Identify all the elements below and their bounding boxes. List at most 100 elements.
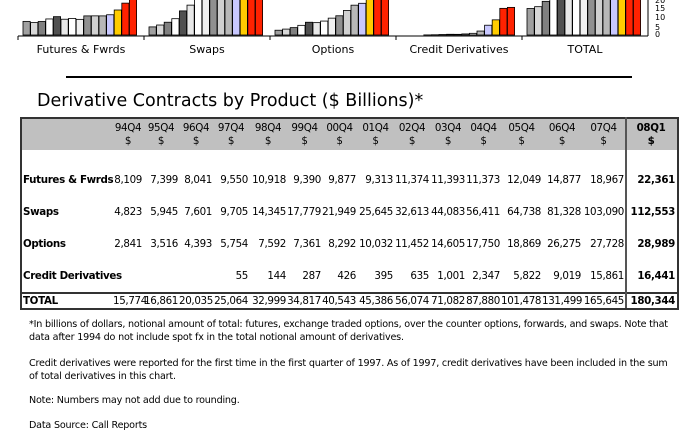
bar-swaps-03Q4	[216, 0, 225, 36]
bar-futures-fwrds-07Q4	[121, 2, 130, 36]
table-cell: 101,478	[501, 292, 542, 310]
bar-options-07Q4	[373, 0, 382, 36]
table-cell: 12,049	[507, 174, 541, 186]
column-unit: $	[647, 135, 655, 147]
table-cell: 15,774	[113, 292, 147, 310]
column-unit: $	[227, 135, 235, 147]
column-header-00Q4: 00Q4 $	[322, 118, 357, 150]
table-cell: 11,373	[466, 174, 500, 186]
column-period: 06Q4	[548, 122, 576, 134]
column-header-99Q4: 99Q4 $	[287, 118, 322, 150]
bar-options-02Q4	[335, 15, 344, 36]
column-header-97Q4: 97Q4 $	[213, 118, 249, 150]
bar-total-08Q1	[633, 0, 642, 36]
table-cell: 112,553	[625, 196, 678, 228]
row-label: Options	[23, 238, 66, 250]
table-cell: 7,592	[258, 238, 286, 250]
table-cell: 635	[410, 270, 429, 282]
column-header-01Q4: 01Q4 $	[357, 118, 394, 150]
table-cell: 14,877	[547, 174, 581, 186]
row-label: Futures & Fwrds	[23, 174, 114, 186]
table-cell: 55	[235, 270, 249, 282]
bar-total-96Q4	[541, 0, 550, 36]
table-cell: 20,035	[179, 292, 213, 310]
derivatives-bar-chart-fragment: Futures & Fwrds Swaps Options Credit Der…	[0, 0, 700, 62]
page-title: Derivative Contracts by Product ($ Billi…	[37, 91, 424, 111]
bar-options-04Q4	[350, 4, 359, 36]
table-cell: 11,393	[431, 174, 465, 186]
table-cell: 8,292	[328, 238, 356, 250]
bar-futures-fwrds-05Q4	[106, 14, 115, 36]
column-header-98Q4: 98Q4 $	[249, 118, 287, 150]
bar-options-98Q4	[304, 21, 313, 36]
table-cell: 2,841	[114, 238, 142, 250]
table-cell: 7,399	[150, 174, 178, 186]
bar-options-96Q4	[289, 27, 298, 36]
table-cell: 9,390	[293, 174, 321, 186]
footnote: *In billions of dollars, notional amount…	[29, 319, 668, 343]
bar-swaps-01Q4	[201, 0, 210, 36]
bar-futures-fwrds-97Q4	[45, 18, 54, 36]
table-cell: 11,374	[395, 174, 429, 186]
table-cell: 5,822	[513, 270, 541, 282]
column-header-04Q4: 04Q4 $	[466, 118, 501, 150]
y-tick-15: 15	[655, 4, 666, 13]
column-unit: $	[558, 135, 566, 147]
table-cell: 56,411	[466, 206, 500, 218]
credit-note: Credit derivatives were reported for the…	[29, 358, 668, 382]
table-cell: 144	[267, 270, 286, 282]
column-unit: $	[518, 135, 525, 147]
column-header-08Q1: 08Q1 $	[625, 118, 678, 150]
table-cell: 9,877	[328, 174, 356, 186]
bar-credit-derivatives-02Q4	[461, 33, 470, 36]
table-cell: 9,019	[553, 270, 581, 282]
table-cell: 64,738	[507, 206, 541, 218]
bar-total-04Q4	[602, 0, 611, 36]
y-tick-5: 5	[655, 23, 661, 32]
column-period: 08Q1	[636, 122, 666, 134]
column-unit: $	[408, 135, 416, 147]
table-cell: 28,989	[625, 228, 678, 260]
column-unit: $	[157, 135, 165, 147]
bar-total-97Q4	[549, 0, 558, 36]
table-cell: 426	[337, 270, 356, 282]
column-period: 97Q4	[217, 122, 245, 134]
bar-swaps-96Q4	[163, 21, 172, 36]
group-label-total: TOTAL	[567, 43, 603, 56]
table-row: Options 2,841 3,516 4,393 5,754 7,592 7,361 8,2…	[21, 228, 678, 260]
column-period: 95Q4	[147, 122, 175, 134]
rounding-note: Note: Numbers may not add due to roundin…	[29, 395, 240, 406]
table-cell: 9,705	[220, 206, 248, 218]
table-cell: 21,949	[322, 206, 356, 218]
table-cell: 17,779	[287, 206, 321, 218]
bar-swaps-00Q4	[194, 0, 203, 36]
bar-total-99Q4	[564, 0, 573, 36]
bar-total-05Q4	[610, 0, 619, 36]
bar-swaps-95Q4	[156, 24, 165, 36]
bar-options-97Q4	[297, 24, 306, 36]
column-period: 94Q4	[114, 122, 142, 134]
bar-credit-derivatives-04Q4	[476, 30, 485, 36]
table-cell: 14,345	[252, 206, 286, 218]
table-cell: 22,361	[625, 164, 678, 196]
bar-swaps-94Q4	[148, 26, 157, 36]
column-header-05Q4: 05Q4 $	[501, 118, 542, 150]
column-period: 07Q4	[590, 122, 617, 134]
bar-options-94Q4	[274, 29, 283, 36]
bar-swaps-98Q4	[178, 10, 187, 36]
bar-swaps-99Q4	[186, 4, 195, 36]
bar-total-06Q4	[617, 0, 626, 36]
data-source: Data Source: Call Reports	[29, 420, 147, 431]
bar-total-98Q4	[557, 0, 566, 36]
table-cell: 40,543	[322, 292, 357, 310]
table-cell: 32,999	[249, 292, 287, 310]
table-header-row: 94Q4 $95Q4 $96Q4 $97Q4 $98Q4 $99Q4 $00Q4 $01Q4 $…	[21, 118, 678, 150]
table-cell: 2,347	[472, 270, 500, 282]
group-label-swaps: Swaps	[189, 43, 225, 56]
bar-credit-derivatives-00Q4	[446, 33, 455, 36]
bar-options-03Q4	[342, 10, 351, 36]
bar-credit-derivatives-05Q4	[484, 24, 493, 36]
column-unit: $	[192, 135, 200, 147]
table-cell: 3,516	[150, 238, 178, 250]
table-cell: 18,869	[507, 238, 541, 250]
